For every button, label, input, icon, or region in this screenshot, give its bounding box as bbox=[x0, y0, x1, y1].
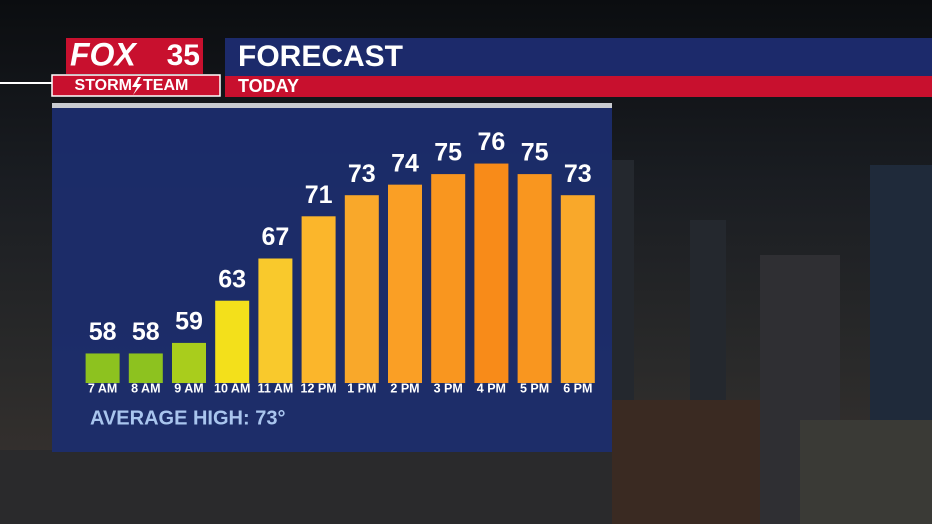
bar bbox=[388, 184, 422, 383]
value-label: 63 bbox=[218, 265, 246, 293]
bar bbox=[560, 195, 595, 383]
x-tick-label: 4 PM bbox=[477, 381, 506, 395]
chart-title: FORECAST bbox=[238, 40, 403, 73]
lightning-icon bbox=[132, 77, 142, 95]
team-right: TEAM bbox=[143, 77, 188, 94]
value-label: 59 bbox=[175, 308, 203, 336]
panel-top-bar bbox=[52, 103, 612, 108]
value-label: 75 bbox=[434, 139, 462, 167]
team-left: STORM bbox=[75, 77, 132, 94]
value-label: 76 bbox=[477, 128, 505, 156]
value-label: 73 bbox=[348, 160, 376, 188]
bar bbox=[474, 163, 509, 383]
bar bbox=[517, 174, 552, 383]
x-tick-label: 10 AM bbox=[214, 381, 250, 395]
bar bbox=[128, 353, 163, 383]
x-tick-label: 3 PM bbox=[434, 381, 463, 395]
value-label: 74 bbox=[391, 149, 419, 177]
x-tick-label: 6 PM bbox=[563, 381, 592, 395]
value-label: 73 bbox=[564, 160, 592, 188]
value-label: 67 bbox=[261, 223, 289, 251]
bar bbox=[172, 342, 206, 383]
value-label: 71 bbox=[305, 181, 333, 209]
average-high: AVERAGE HIGH: 73° bbox=[90, 407, 285, 429]
logo-channel: 35 bbox=[167, 39, 200, 72]
x-tick-label: 5 PM bbox=[520, 381, 549, 395]
title-band bbox=[225, 38, 932, 76]
bar bbox=[344, 195, 379, 383]
value-label: 75 bbox=[521, 139, 549, 167]
x-tick-label: 2 PM bbox=[390, 381, 419, 395]
value-label: 58 bbox=[89, 318, 117, 346]
logo-brand: FOX bbox=[70, 36, 137, 72]
logo-box bbox=[66, 38, 203, 74]
bar bbox=[85, 353, 120, 383]
bar bbox=[431, 174, 466, 383]
x-tick-label: 7 AM bbox=[88, 381, 117, 395]
bar bbox=[301, 216, 336, 383]
x-tick-label: 9 AM bbox=[174, 381, 203, 395]
city-silhouette bbox=[0, 160, 932, 524]
chart-subtitle: TODAY bbox=[238, 76, 299, 96]
x-tick-label: 11 AM bbox=[258, 381, 294, 395]
value-label: 58 bbox=[132, 318, 160, 346]
bar bbox=[215, 300, 250, 383]
bar bbox=[258, 258, 293, 383]
x-tick-label: 1 PM bbox=[347, 381, 376, 395]
x-tick-label: 12 PM bbox=[301, 381, 337, 395]
subtitle-band bbox=[225, 76, 932, 97]
x-tick-label: 8 AM bbox=[131, 381, 160, 395]
